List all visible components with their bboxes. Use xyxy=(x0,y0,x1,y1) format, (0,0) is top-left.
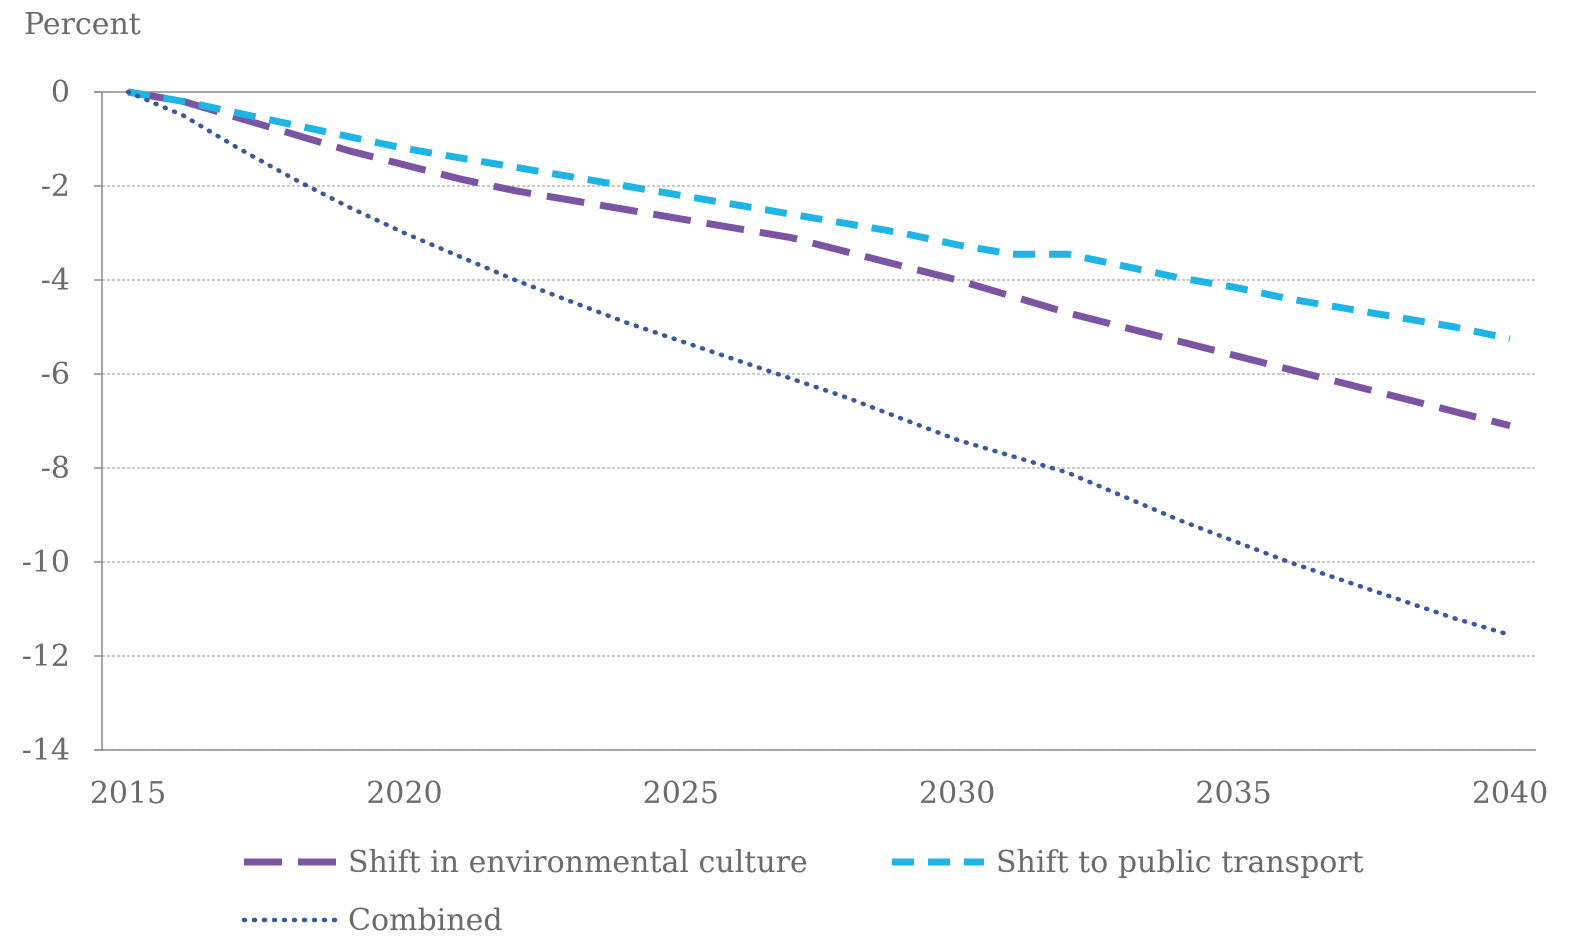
y-tick-label: -14 xyxy=(22,733,70,768)
series-lines xyxy=(125,88,1513,638)
y-tick-label: -4 xyxy=(41,263,70,298)
x-tick-label: 2020 xyxy=(366,776,442,811)
x-tick-label: 2040 xyxy=(1472,776,1548,811)
axes xyxy=(94,91,1536,751)
x-tick-label: 2015 xyxy=(90,776,166,811)
y-tick-label: -8 xyxy=(41,451,70,486)
series-line-shift-in-environmental-culture xyxy=(127,88,1511,430)
series-line-shift-to-public-transport xyxy=(127,88,1511,343)
y-axis-label: Percent xyxy=(24,7,141,42)
x-tick-labels: 2015 2020 2025 2030 2035 2040 xyxy=(90,776,1548,811)
legend-label: Shift to public transport xyxy=(996,845,1364,880)
y-tick-labels: 0 -2 -4 -6 -8 -10 -12 -14 xyxy=(22,75,70,768)
legend-label: Combined xyxy=(348,903,503,938)
y-tick-label: -2 xyxy=(41,169,70,204)
x-tick-label: 2030 xyxy=(919,776,995,811)
legend-label: Shift in environmental culture xyxy=(348,845,808,880)
gridlines xyxy=(102,185,1536,751)
series-line-combined xyxy=(125,89,1513,638)
x-tick-label: 2025 xyxy=(643,776,719,811)
y-tick-label: -10 xyxy=(22,545,70,580)
legend: Shift in environmental culture Shift to p… xyxy=(241,845,1364,938)
x-tick-label: 2035 xyxy=(1195,776,1271,811)
y-tick-label: -6 xyxy=(41,357,70,392)
y-tick-label: 0 xyxy=(51,75,70,110)
y-tick-label: -12 xyxy=(22,639,70,674)
